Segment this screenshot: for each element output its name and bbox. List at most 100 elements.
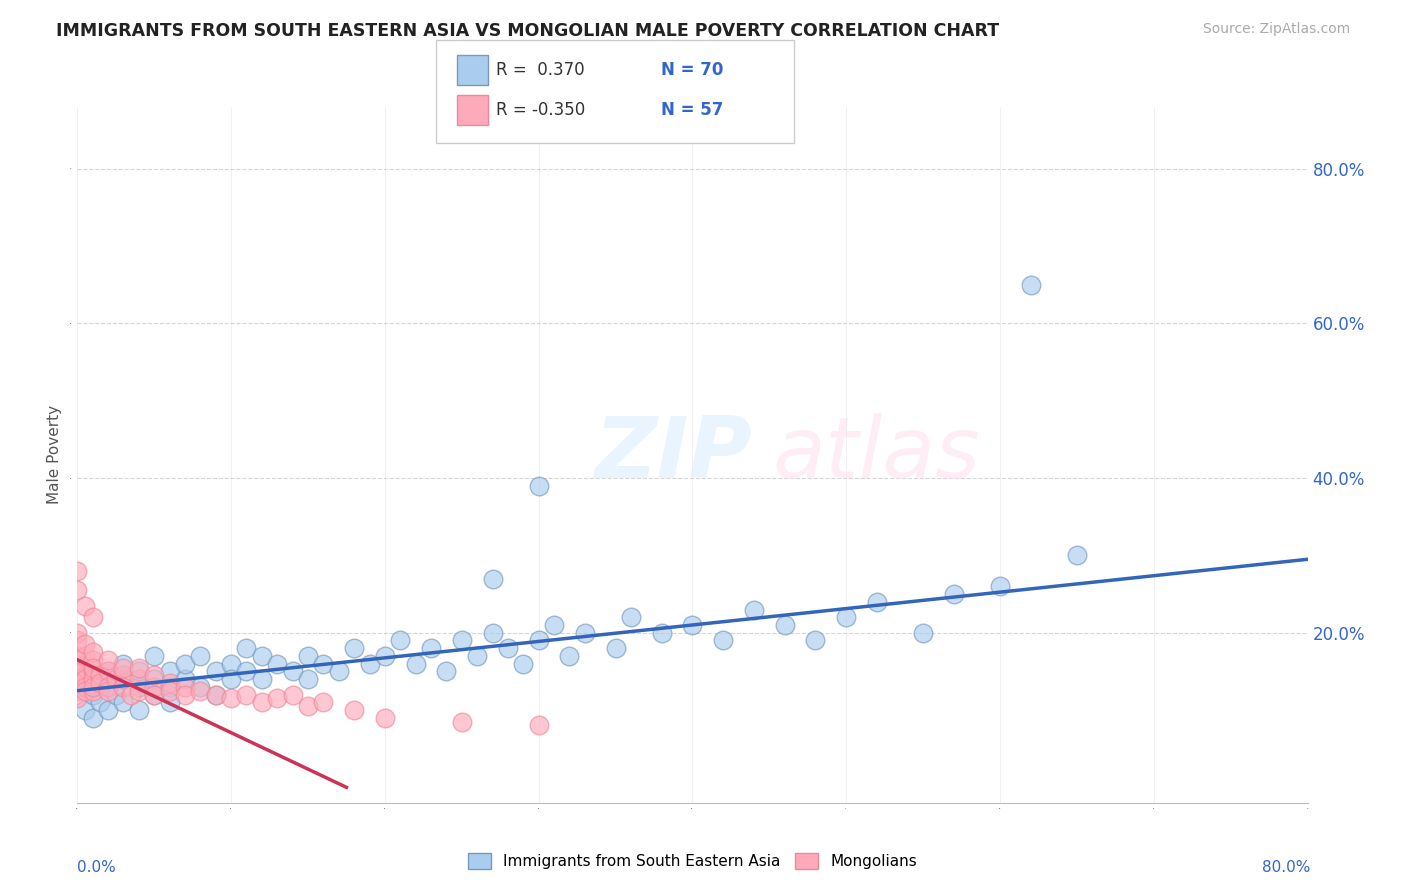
Y-axis label: Male Poverty: Male Poverty [46, 405, 62, 505]
Point [250, 648, 273, 663]
Point [297, 672, 319, 686]
Point [66, 633, 89, 648]
Point [297, 648, 319, 663]
Point [235, 665, 257, 679]
Point [73, 680, 96, 694]
Point [73, 660, 96, 674]
Text: R =  0.370: R = 0.370 [496, 61, 585, 78]
Legend: Immigrants from South Eastern Asia, Mongolians: Immigrants from South Eastern Asia, Mong… [461, 847, 924, 875]
Point [82, 683, 104, 698]
Point [405, 657, 427, 671]
Point [128, 665, 150, 679]
Text: IMMIGRANTS FROM SOUTH EASTERN ASIA VS MONGOLIAN MALE POVERTY CORRELATION CHART: IMMIGRANTS FROM SOUTH EASTERN ASIA VS MO… [56, 22, 1000, 40]
Point [988, 579, 1011, 593]
Point [574, 625, 596, 640]
Point [66, 691, 89, 706]
Point [97, 683, 120, 698]
Text: 80.0%: 80.0% [1263, 860, 1310, 874]
Point [174, 672, 197, 686]
Point [128, 672, 150, 686]
Point [82, 672, 104, 686]
Point [682, 618, 704, 632]
Point [82, 688, 104, 702]
Point [73, 683, 96, 698]
Point [558, 648, 581, 663]
Point [219, 672, 242, 686]
Point [66, 676, 89, 690]
Point [82, 672, 104, 686]
Point [235, 641, 257, 656]
Point [66, 625, 89, 640]
Point [266, 691, 288, 706]
Point [73, 672, 96, 686]
Point [465, 648, 488, 663]
Point [1066, 549, 1088, 563]
Point [374, 648, 396, 663]
Point [97, 680, 120, 694]
Point [742, 602, 765, 616]
Point [112, 672, 135, 686]
Point [82, 653, 104, 667]
Point [527, 718, 550, 732]
Point [543, 618, 565, 632]
Point [112, 660, 135, 674]
Point [89, 676, 111, 690]
Point [188, 648, 212, 663]
Point [66, 583, 89, 598]
Point [82, 660, 104, 674]
Point [66, 653, 89, 667]
Point [66, 683, 89, 698]
Point [128, 683, 150, 698]
Point [66, 648, 89, 663]
Point [159, 683, 181, 698]
Point [120, 688, 142, 702]
Point [128, 680, 150, 694]
Point [112, 695, 135, 709]
Point [711, 633, 734, 648]
Point [73, 599, 96, 613]
Point [112, 668, 135, 682]
Point [512, 657, 534, 671]
Point [82, 680, 104, 694]
Point [128, 703, 150, 717]
Point [343, 703, 366, 717]
Point [343, 641, 366, 656]
Point [496, 641, 519, 656]
Point [605, 641, 627, 656]
Point [159, 680, 181, 694]
Point [266, 657, 288, 671]
Text: atlas: atlas [772, 413, 980, 497]
Point [235, 688, 257, 702]
Point [66, 680, 89, 694]
Point [312, 657, 335, 671]
Point [374, 711, 396, 725]
Point [389, 633, 412, 648]
Point [97, 665, 120, 679]
Point [66, 564, 89, 578]
Point [620, 610, 643, 624]
Point [104, 672, 127, 686]
Text: N = 57: N = 57 [661, 101, 723, 119]
Point [82, 665, 104, 679]
Point [481, 625, 503, 640]
Point [174, 657, 197, 671]
Point [481, 572, 503, 586]
Point [281, 665, 304, 679]
Point [66, 672, 89, 686]
Point [804, 633, 827, 648]
Point [82, 610, 104, 624]
Point [527, 479, 550, 493]
Point [104, 688, 127, 702]
Point [143, 688, 166, 702]
Point [73, 703, 96, 717]
Point [219, 657, 242, 671]
Point [82, 645, 104, 659]
Point [912, 625, 935, 640]
Text: 0.0%: 0.0% [77, 860, 117, 874]
Point [835, 610, 858, 624]
Point [112, 680, 135, 694]
Point [73, 648, 96, 663]
Point [66, 668, 89, 682]
Point [174, 688, 197, 702]
Point [73, 637, 96, 651]
